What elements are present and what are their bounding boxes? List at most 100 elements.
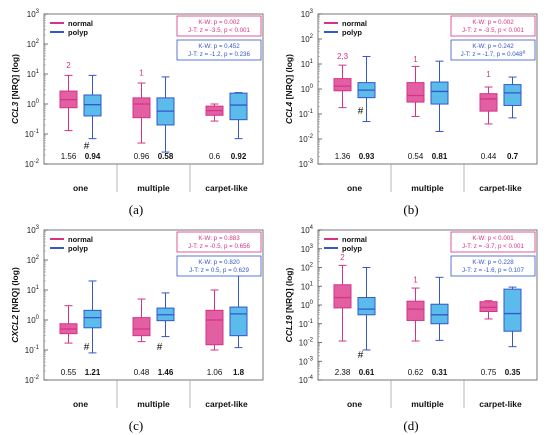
median-value-label: 0.61 [359, 368, 375, 377]
stats-box-polyp [450, 255, 536, 277]
box-normal [406, 300, 425, 321]
significance-annotation: # [84, 141, 90, 152]
y-tick-label: 104 [301, 225, 314, 235]
y-tick-label: 101 [301, 59, 314, 69]
y-tick-label: 102 [301, 34, 314, 44]
y-axis-label: CCL3 [NRQ] (log) [10, 54, 20, 124]
median-value-label: 0.54 [408, 152, 424, 161]
panel-label-d: (d) [403, 418, 419, 433]
y-tick-label: 10-1 [299, 109, 314, 119]
stats-text-polyp: J-T: z = -1.6, p = 0.107 [462, 267, 524, 274]
median-value-label: 1.36 [335, 152, 351, 161]
y-tick-label: 103 [301, 244, 314, 254]
median-value-label: 0.58 [158, 152, 174, 161]
chart-panel-a: 10-2 10-1 100 101 102 103 CCL3 [NRQ] (log) one m… [8, 6, 268, 201]
panel-label-c: (c) [128, 418, 144, 433]
x-category-label: multiple [137, 399, 170, 409]
box-normal [406, 82, 425, 103]
chart-svg: 10-2 10-1 100 101 102 103 CCL3 [NRQ] (log) one m… [10, 9, 264, 193]
chart-panel-d: 10-4 10-3 10-2 10-1 100 101 102 103 104 CCL19 [NR… [282, 222, 542, 417]
x-category-label: carpet-like [479, 183, 522, 193]
median-value-label: 1.21 [85, 368, 101, 377]
y-tick-label: 10-2 [25, 159, 40, 169]
significance-annotation: 2 [340, 253, 345, 262]
median-value-label: 0.31 [432, 368, 448, 377]
stats-text-polyp: K-W: p = 0.820 [198, 259, 240, 266]
box-polyp [503, 84, 522, 106]
y-tick-label: 10-1 [25, 345, 40, 355]
y-tick-label: 10-3 [299, 159, 314, 169]
y-axis-label: CCL4 [NRQ] (log) [284, 54, 294, 124]
stats-text-polyp: K-W: p = 0.242 [472, 43, 514, 50]
box-normal [479, 301, 498, 313]
box-polyp [430, 303, 449, 325]
x-category-label: multiple [411, 183, 444, 193]
chart-svg: 10-2 10-1 100 101 102 103 CXCL2 [NRQ] (log) one… [10, 225, 264, 409]
median-value-label: 0.55 [61, 368, 77, 377]
y-tick-label: 103 [301, 9, 314, 19]
box-polyp [229, 306, 248, 337]
median-value-label: 0.93 [359, 152, 375, 161]
box-normal [132, 97, 151, 119]
y-tick-label: 10-3 [299, 356, 314, 366]
legend-label: polyp [342, 28, 362, 37]
median-value-label: 0.44 [481, 152, 497, 161]
median-value-label: 0.96 [134, 152, 150, 161]
median-value-label: 0.62 [408, 368, 424, 377]
panel-label-a: (a) [128, 202, 144, 217]
median-value-label: 0.81 [432, 152, 448, 161]
y-tick-label: 100 [301, 300, 314, 310]
median-value-label: 1.46 [158, 368, 174, 377]
x-category-label: carpet-like [205, 183, 248, 193]
y-tick-label: 101 [27, 285, 40, 295]
legend-label: normal [342, 235, 367, 244]
y-tick-label: 10-2 [299, 134, 314, 144]
median-value-label: 0.6 [209, 152, 221, 161]
stats-box-normal [176, 15, 262, 37]
legend-label: polyp [342, 244, 362, 253]
x-category-label: carpet-like [479, 399, 522, 409]
chart-panel-b: 10-3 10-2 10-1 100 101 102 103 CCL4 [NRQ] (log)… [282, 6, 542, 201]
chart-svg: 10-4 10-3 10-2 10-1 100 101 102 103 104 CCL19 [NR… [284, 225, 538, 409]
stats-text-normal: J-T: z = -3.5, p < 0.001 [462, 27, 524, 34]
stats-text-normal: K-W: p = 0.002 [198, 19, 240, 26]
stats-box-polyp [450, 39, 536, 61]
y-tick-label: 102 [27, 255, 40, 265]
legend-label: normal [68, 19, 93, 28]
significance-annotation: # [358, 106, 364, 117]
median-value-label: 1.06 [207, 368, 223, 377]
stats-box-normal [450, 231, 536, 253]
x-category-label: carpet-like [205, 399, 248, 409]
stats-text-polyp: J-T: z = -1.7, p = 0.048# [461, 50, 526, 58]
y-tick-label: 101 [27, 69, 40, 79]
legend-label: polyp [68, 28, 88, 37]
significance-annotation: # [157, 342, 163, 353]
y-tick-label: 102 [27, 39, 40, 49]
significance-annotation: 1 [486, 70, 491, 79]
median-value-label: 1.56 [61, 152, 77, 161]
x-category-label: one [347, 183, 362, 193]
stats-text-polyp: K-W: p = 0.452 [198, 43, 240, 50]
x-category-label: one [73, 399, 88, 409]
median-value-label: 0.48 [134, 368, 150, 377]
median-value-label: 2.38 [335, 368, 351, 377]
median-value-label: 0.92 [231, 152, 247, 161]
y-tick-label: 103 [27, 9, 40, 19]
x-category-label: one [73, 183, 88, 193]
box-polyp [357, 297, 376, 316]
y-tick-label: 103 [27, 225, 40, 235]
stats-text-normal: J-T: z = -3.7, p < 0.001 [462, 243, 524, 250]
box-polyp [229, 92, 248, 121]
y-axis-label: CXCL2 [NRQ] (log) [10, 267, 20, 343]
box-normal [205, 309, 224, 346]
y-tick-label: 100 [27, 315, 40, 325]
plot-frame [43, 13, 264, 165]
y-tick-label: 100 [301, 84, 314, 94]
stats-text-normal: K-W: p = 0.883 [198, 235, 240, 242]
median-value-label: 0.75 [481, 368, 497, 377]
stats-box-polyp [176, 39, 262, 61]
y-tick-label: 10-4 [299, 375, 314, 385]
x-category-label: one [347, 399, 362, 409]
y-tick-label: 102 [301, 263, 314, 273]
median-value-label: 0.35 [505, 368, 521, 377]
